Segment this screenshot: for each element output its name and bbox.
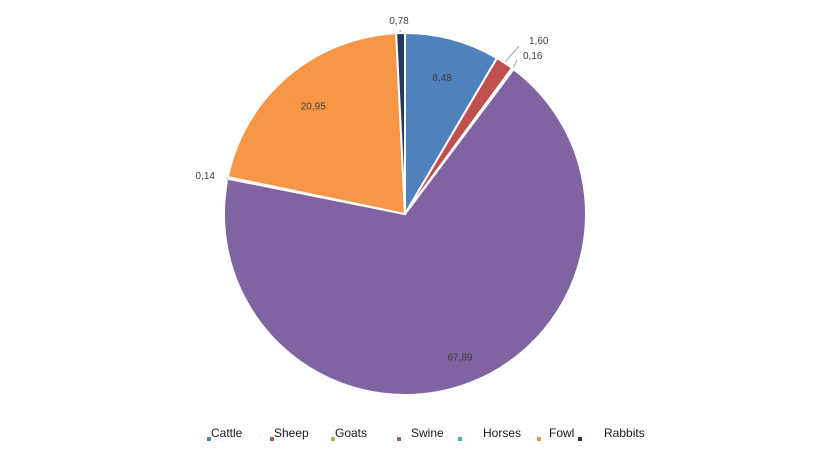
legend-label-fowl: Fowl — [549, 426, 575, 440]
data-label-horses: 0,14 — [196, 171, 216, 182]
pie-slices — [223, 31, 587, 396]
leader-line-horses — [226, 177, 229, 182]
legend: Cattle Sheep Goats Swine Horses Fowl Rab… — [0, 424, 820, 444]
legend-label-cattle: Cattle — [211, 426, 243, 440]
legend-label-swine: Swine — [411, 426, 444, 440]
pie-slice-rabbits — [395, 31, 406, 215]
data-label-rabbits: 0,78 — [389, 16, 409, 27]
data-label-swine: 67,89 — [447, 353, 472, 364]
data-label-goats: 0,16 — [523, 51, 543, 62]
data-label-fowl: 20,95 — [301, 102, 326, 113]
legend-swatch-sheep — [270, 437, 274, 441]
legend-swatch-fowl — [537, 437, 541, 441]
legend-swatch-swine — [397, 437, 401, 441]
legend-swatch-rabbits — [578, 437, 582, 441]
data-labels: 8,48 1,60 0,16 67,89 0,14 20,95 0,78 — [196, 16, 549, 364]
pie-slice-fowl — [226, 32, 407, 216]
pie-slice-cattle — [404, 31, 499, 218]
leader-line-rabbits — [399, 29, 402, 33]
data-label-cattle: 8,48 — [432, 73, 452, 84]
leader-line-goats — [512, 59, 518, 69]
legend-swatch-goats — [331, 437, 335, 441]
legend-label-horses: Horses — [483, 426, 522, 440]
leader-lines — [226, 29, 520, 182]
legend-swatch-cattle — [207, 437, 211, 441]
legend-label-rabbits: Rabbits — [604, 426, 645, 440]
leader-line-sheep — [504, 45, 520, 63]
legend-label-sheep: Sheep — [274, 426, 309, 440]
data-label-sheep: 1,60 — [529, 36, 549, 47]
pie-slice-swine — [223, 67, 587, 396]
legend-swatch-horses — [458, 437, 462, 441]
legend-label-goats: Goats — [335, 426, 368, 440]
